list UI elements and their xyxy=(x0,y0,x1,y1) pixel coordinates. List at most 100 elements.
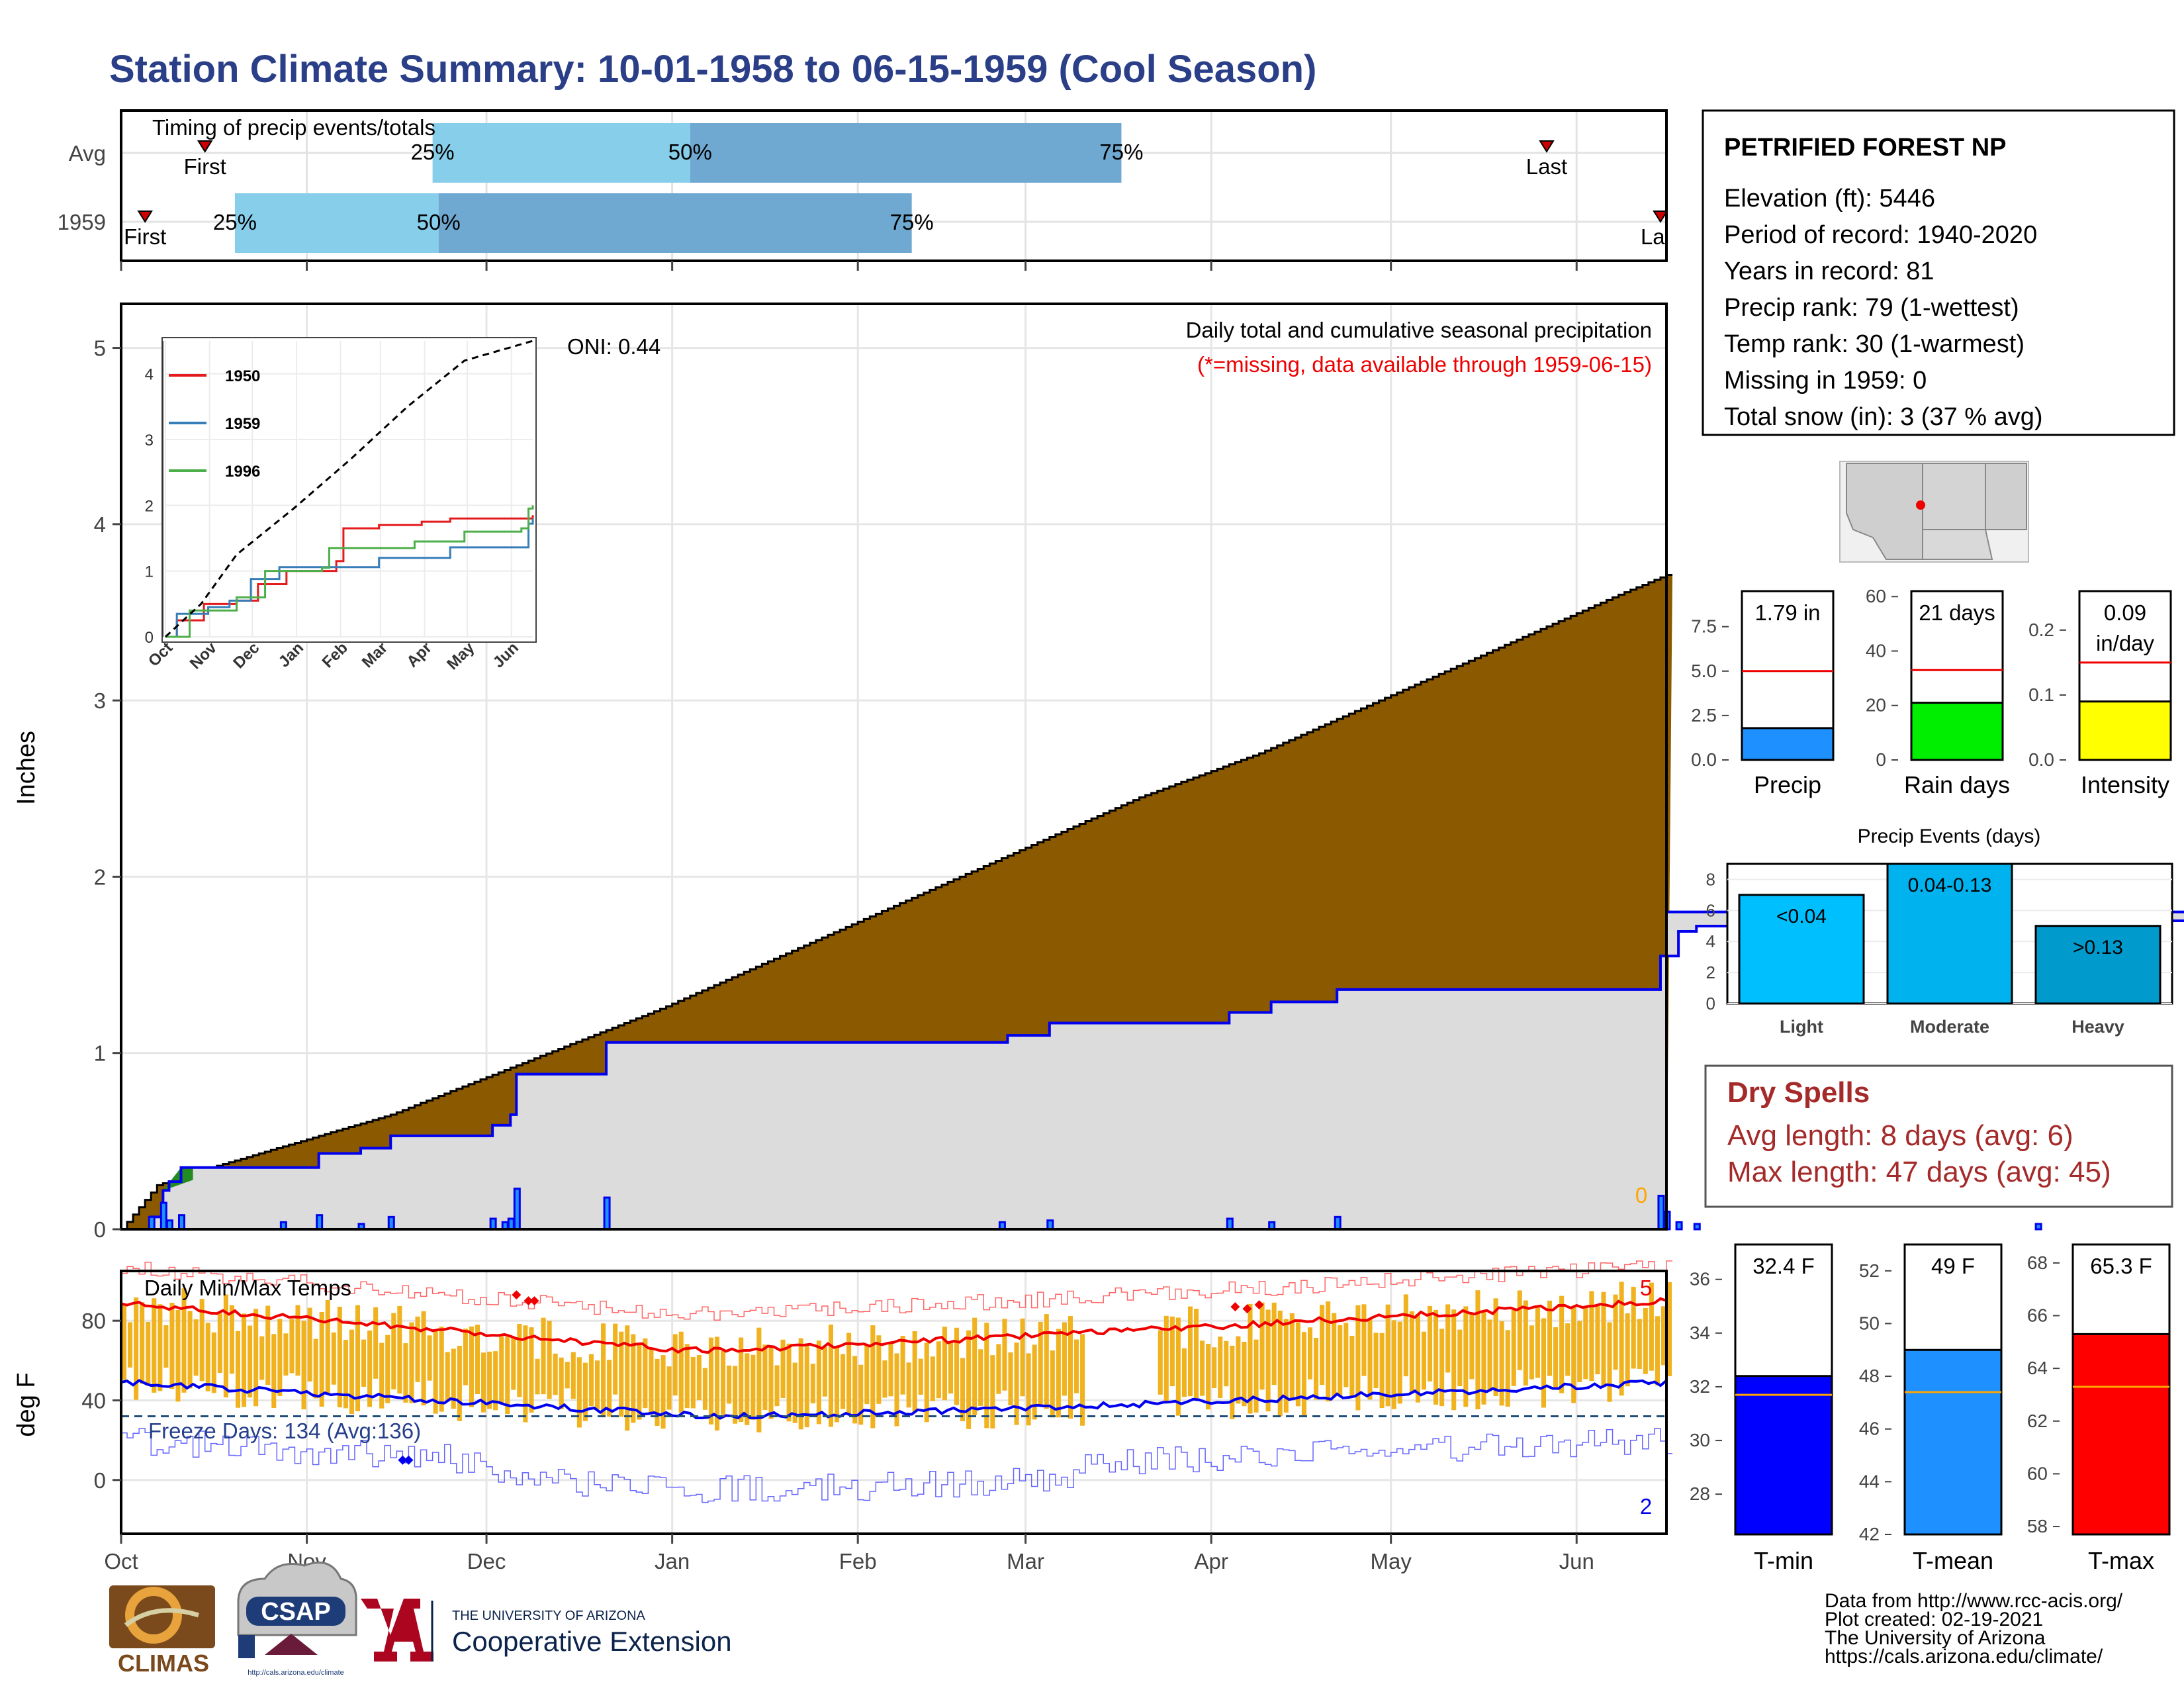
daily-temp-range-bar xyxy=(607,1360,612,1417)
daily-temp-range-bar xyxy=(451,1348,456,1409)
daily-temp-range-bar xyxy=(523,1325,528,1423)
small-bar-t-min: 28 30 32 34 36 32.4 F T-min xyxy=(1690,1243,1833,1574)
daily-temp-range-bar xyxy=(637,1343,642,1420)
daily-temp-range-bar xyxy=(1056,1329,1061,1418)
record-low-count: 2 xyxy=(1640,1494,1652,1519)
daily-temp-range-bar xyxy=(385,1335,390,1403)
daily-temp-range-bar xyxy=(283,1333,289,1376)
daily-temp-range-bar xyxy=(1511,1310,1516,1386)
timing-last-label: Last xyxy=(1641,224,1682,249)
temp-frame xyxy=(120,1270,1668,1535)
climas-logo-text: CLIMAS xyxy=(118,1650,209,1677)
daily-temp-range-bar xyxy=(834,1346,840,1423)
record-high-marker xyxy=(523,1296,533,1306)
daily-temp-range-bar xyxy=(996,1344,1001,1394)
daily-temp-range-bar xyxy=(852,1356,858,1424)
events-y-tick: 2 xyxy=(1706,962,1715,982)
small-bar-value xyxy=(2071,1333,2171,1536)
precip-y-axis: 0 1 2 3 4 5 xyxy=(94,336,121,1242)
timing-pct-label: 25% xyxy=(213,210,257,234)
daily-temp-range-bar xyxy=(469,1326,474,1407)
daily-temp-range-bar xyxy=(325,1300,330,1393)
daily-temp-range-bar xyxy=(181,1288,187,1393)
daily-temp-range-bar xyxy=(1475,1290,1480,1410)
daily-temp-range-bar xyxy=(1343,1323,1349,1387)
daily-precip-bar xyxy=(1334,1215,1342,1231)
daily-precip-bar xyxy=(178,1214,186,1231)
daily-temp-range-bar xyxy=(625,1325,630,1431)
timing-row-label-year: 1959 xyxy=(58,210,106,234)
small-bar-category-label: Intensity xyxy=(2081,771,2169,798)
daily-temp-range-bar xyxy=(1295,1322,1300,1407)
daily-temp-range-bar xyxy=(1469,1313,1475,1380)
daily-temp-range-bar xyxy=(397,1305,402,1394)
daily-temp-range-bar xyxy=(1421,1331,1426,1390)
events-bar-label: 0.04-0.13 xyxy=(1908,874,1992,896)
daily-temp-range-bar xyxy=(1283,1319,1289,1413)
events-y-tick: 6 xyxy=(1706,900,1715,920)
daily-temp-range-bar xyxy=(367,1330,373,1407)
daily-temp-range-bar xyxy=(841,1354,846,1409)
daily-temp-range-bar xyxy=(588,1354,594,1407)
daily-temp-range-bar xyxy=(798,1338,803,1430)
daily-temp-range-bar xyxy=(1631,1286,1636,1369)
daily-temp-range-bar xyxy=(582,1362,588,1421)
daily-temp-range-bar xyxy=(906,1362,911,1408)
daily-temp-range-bar xyxy=(1553,1327,1559,1389)
record-high-line xyxy=(121,1260,1673,1321)
daily-temp-range-bar xyxy=(816,1340,821,1425)
daily-temp-range-bar xyxy=(248,1325,253,1398)
daily-temp-range-bar xyxy=(217,1313,222,1373)
daily-temp-range-bar xyxy=(1218,1336,1223,1399)
precip-y-tick-label: 0 xyxy=(94,1217,106,1242)
small-bar-tick-label: 34 xyxy=(1690,1323,1710,1343)
daily-temp-range-bar xyxy=(756,1327,762,1432)
small-bar-tick-label: 46 xyxy=(1859,1419,1880,1439)
daily-temp-range-bar xyxy=(187,1311,193,1389)
daily-temp-range-bar xyxy=(403,1343,408,1403)
daily-temp-range-bar xyxy=(1253,1339,1259,1413)
daily-temp-range-bar xyxy=(990,1355,995,1429)
daily-temp-range-bar xyxy=(1271,1302,1277,1385)
small-bar-value xyxy=(1741,727,1835,761)
daily-temp-range-bar xyxy=(1547,1300,1553,1376)
daily-temp-range-bar xyxy=(319,1311,324,1407)
daily-temp-range-bar xyxy=(1349,1335,1355,1397)
events-bar-label: <0.04 xyxy=(1776,906,1827,927)
precip-annotation-missing: (*=missing, data available through 1959-… xyxy=(1197,352,1652,377)
small-bar-value-label-2: in/day xyxy=(2096,631,2155,655)
dry-spells-frame xyxy=(1704,1064,2173,1208)
daily-temp-range-bar xyxy=(343,1340,348,1409)
daily-temp-range-bar xyxy=(924,1342,929,1423)
small-bar-tick-label: 0 xyxy=(1876,749,1886,770)
precip-frame xyxy=(120,303,1668,1231)
timing-panel: Timing of precip events/totals Avg 1959 … xyxy=(58,109,1682,262)
temp-plot-area xyxy=(120,1260,1673,1503)
small-bar-tick-label: 20 xyxy=(1866,695,1886,716)
daily-temp-range-bar xyxy=(1463,1306,1469,1407)
daily-temp-range-bar xyxy=(1451,1309,1457,1411)
daily-temp-range-bar xyxy=(1062,1322,1067,1396)
dry-spells-avg: Avg length: 8 days (avg: 6) xyxy=(1727,1119,2073,1152)
daily-temp-range-bar xyxy=(1277,1310,1283,1417)
daily-temp-range-bar xyxy=(553,1353,558,1395)
above-average-wedge xyxy=(163,1167,193,1191)
dry-spells-max: Max length: 47 days (avg: 45) xyxy=(1727,1156,2111,1188)
timing-title: Timing of precip events/totals xyxy=(152,115,435,140)
daily-temp-range-bar xyxy=(1565,1323,1570,1376)
page-title: Station Climate Summary: 10-01-1958 to 0… xyxy=(109,48,1316,91)
daily-temp-range-bar xyxy=(1194,1309,1199,1401)
daily-temp-range-bar xyxy=(649,1348,654,1415)
inset-x-tick: Mar xyxy=(359,639,391,671)
daily-temp-range-bar xyxy=(265,1305,271,1385)
daily-temp-range-bar xyxy=(570,1352,576,1399)
daily-temp-range-bar xyxy=(1409,1311,1414,1394)
daily-temp-range-bar xyxy=(259,1336,265,1380)
small-bar-tick-label: 7.5 xyxy=(1691,616,1717,637)
station-location-dot xyxy=(1916,500,1925,510)
daily-temp-range-bar xyxy=(1541,1318,1546,1408)
daily-temp-range-bar xyxy=(493,1351,498,1411)
daily-temp-range-bar xyxy=(1038,1321,1043,1405)
small-bar-value-label: 65.3 F xyxy=(2090,1254,2152,1278)
